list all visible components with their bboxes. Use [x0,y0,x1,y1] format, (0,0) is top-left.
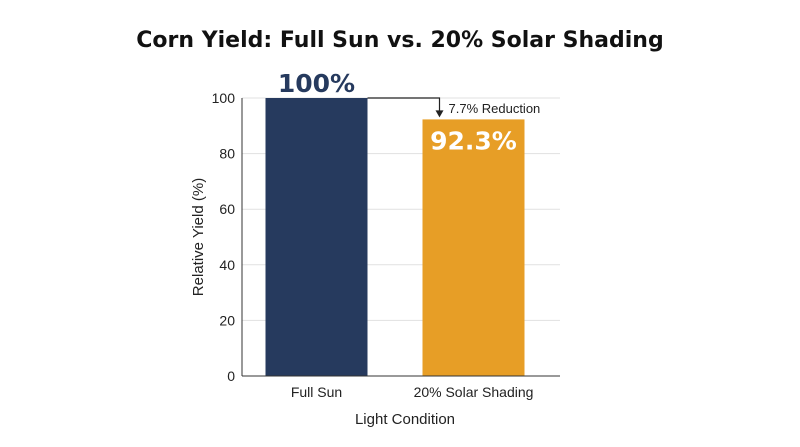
chart-title: Corn Yield: Full Sun vs. 20% Solar Shadi… [136,28,663,53]
data-labels: 100% 92.3% [278,69,517,155]
arrow-down-icon [435,110,444,118]
y-tick-label: 60 [219,201,235,217]
y-tick-label: 80 [219,146,235,162]
y-axis-label: Relative Yield (%) [190,178,207,296]
data-label: 92.3% [430,126,517,155]
x-tick-label: Full Sun [291,384,342,400]
y-tick-label: 0 [227,368,235,384]
bars [265,98,525,376]
reduction-annotation: 7.7% Reduction [449,101,541,116]
bar-0 [265,98,368,376]
reduction-connector [367,97,441,116]
x-axis-label: Light Condition [355,411,455,428]
annotation: 7.7% Reduction [367,97,541,118]
y-tick-label: 100 [212,90,236,106]
axes [241,98,560,377]
y-tick-label: 20 [219,312,235,328]
x-tick-label: 20% Solar Shading [414,384,534,400]
bar-1 [422,119,525,376]
tick-labels: 0 20 40 60 80 100 Full Sun 20% Solar Shading [212,90,534,400]
data-label: 100% [278,69,355,98]
y-tick-label: 40 [219,257,235,273]
